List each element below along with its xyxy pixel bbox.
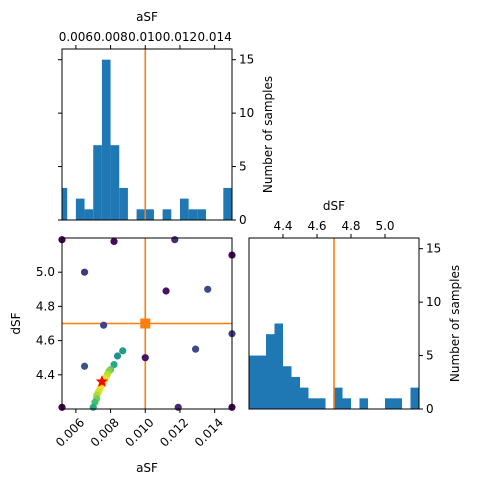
y-tick-label: 5.0 [36, 265, 55, 279]
histogram-dSF-ylabel: Number of samples [448, 265, 462, 382]
y-tick-label: 5 [239, 160, 247, 174]
y-tick-label: 4.6 [36, 334, 55, 348]
scatter-ylabel: dSF [9, 312, 23, 334]
histogram-dSF-xlabel: dSF [323, 199, 345, 213]
scatter-yticks: 4.4 4.6 4.8 5.0 [36, 265, 62, 382]
y-tick-label: 0 [426, 402, 434, 416]
x-tick-label: 0.006 [59, 30, 93, 44]
histogram-bar [223, 188, 232, 220]
x-tick-label: 0.010 [122, 415, 156, 449]
histogram-bar [163, 209, 172, 220]
histogram-bar [180, 199, 189, 220]
x-tick-label: 0.014 [192, 415, 226, 449]
x-tick-label: 4.6 [307, 219, 326, 233]
x-tick-label: 5.0 [375, 219, 394, 233]
histogram-dSF-panel: 4.4 4.6 4.8 5.0 0 5 10 15 dSF Number of sample… [249, 199, 462, 416]
histogram-aSF-frame [62, 49, 232, 220]
y-tick-label: 10 [426, 295, 441, 309]
x-tick-label: 4.8 [341, 219, 360, 233]
histogram-bar [360, 398, 369, 409]
histogram-bar [334, 388, 343, 409]
scatter-point [162, 287, 169, 294]
histogram-bar [145, 209, 154, 220]
scatter-point [100, 322, 107, 329]
histogram-bar [300, 388, 309, 409]
scatter-xticks: 0.006 0.008 0.010 0.012 0.014 [53, 409, 226, 450]
scatter-point [171, 236, 178, 243]
histogram-bar [189, 209, 198, 220]
histogram-bar [93, 145, 102, 220]
histogram-bar [292, 377, 301, 409]
x-tick-label: 0.006 [53, 415, 87, 449]
scatter-point [81, 269, 88, 276]
histogram-bar [249, 356, 258, 409]
scatter-panel: 0.006 0.008 0.010 0.012 0.014 4.4 4.6 4.8 5.0 a… [9, 236, 236, 475]
histogram-bar [394, 398, 403, 409]
scatter-point [110, 238, 117, 245]
histogram-bar [275, 324, 284, 410]
y-tick-label: 5 [426, 349, 434, 363]
histogram-aSF-bars [62, 60, 232, 220]
x-tick-label: 0.012 [157, 415, 191, 449]
histogram-aSF-panel: 0.006 0.008 0.010 0.012 0.014 0 5 10 15 aSF Num… [58, 10, 275, 227]
y-tick-label: 0 [239, 213, 247, 227]
y-tick-label: 10 [239, 106, 254, 120]
reference-square-marker [140, 319, 150, 329]
scatter-point [192, 346, 199, 353]
x-tick-label: 0.008 [93, 30, 127, 44]
scatter-point [142, 354, 149, 361]
scatter-point [204, 286, 211, 293]
histogram-bar [258, 356, 267, 409]
histogram-bar [266, 334, 275, 409]
histogram-bar [62, 188, 67, 220]
histogram-bar [411, 388, 420, 409]
y-tick-label: 15 [426, 242, 441, 256]
histogram-aSF-xlabel: aSF [136, 10, 158, 24]
y-tick-label: 4.4 [36, 368, 55, 382]
histogram-bar [76, 199, 85, 220]
scatter-point [175, 404, 182, 411]
histogram-dSF-yticks: 0 5 10 15 [419, 242, 441, 416]
histogram-bar [385, 398, 394, 409]
scatter-point [119, 347, 126, 354]
histogram-bar [137, 209, 146, 220]
x-tick-label: 0.014 [197, 30, 231, 44]
scatter-xlabel: aSF [136, 461, 158, 475]
histogram-bar [309, 398, 318, 409]
histogram-aSF-xticks: 0.006 0.008 0.010 0.012 0.014 [59, 30, 232, 49]
histogram-bar [283, 366, 292, 409]
scatter-point [114, 352, 121, 359]
scatter-point [90, 404, 97, 411]
scatter-point [81, 363, 88, 370]
histogram-dSF-xticks: 4.4 4.6 4.8 5.0 [273, 219, 394, 238]
histogram-bar [343, 398, 352, 409]
y-tick-label: 4.8 [36, 299, 55, 313]
histogram-aSF-ylabel: Number of samples [261, 76, 275, 193]
x-tick-label: 0.008 [88, 415, 122, 449]
histogram-bar [111, 145, 120, 220]
histogram-bar [119, 188, 128, 220]
histogram-bar [102, 60, 111, 220]
x-tick-label: 0.012 [163, 30, 197, 44]
histogram-bar [85, 209, 94, 220]
histogram-bar [317, 398, 326, 409]
x-tick-label: 0.010 [128, 30, 162, 44]
histogram-bar [197, 209, 206, 220]
x-tick-label: 4.4 [273, 219, 292, 233]
y-tick-label: 15 [239, 53, 254, 67]
